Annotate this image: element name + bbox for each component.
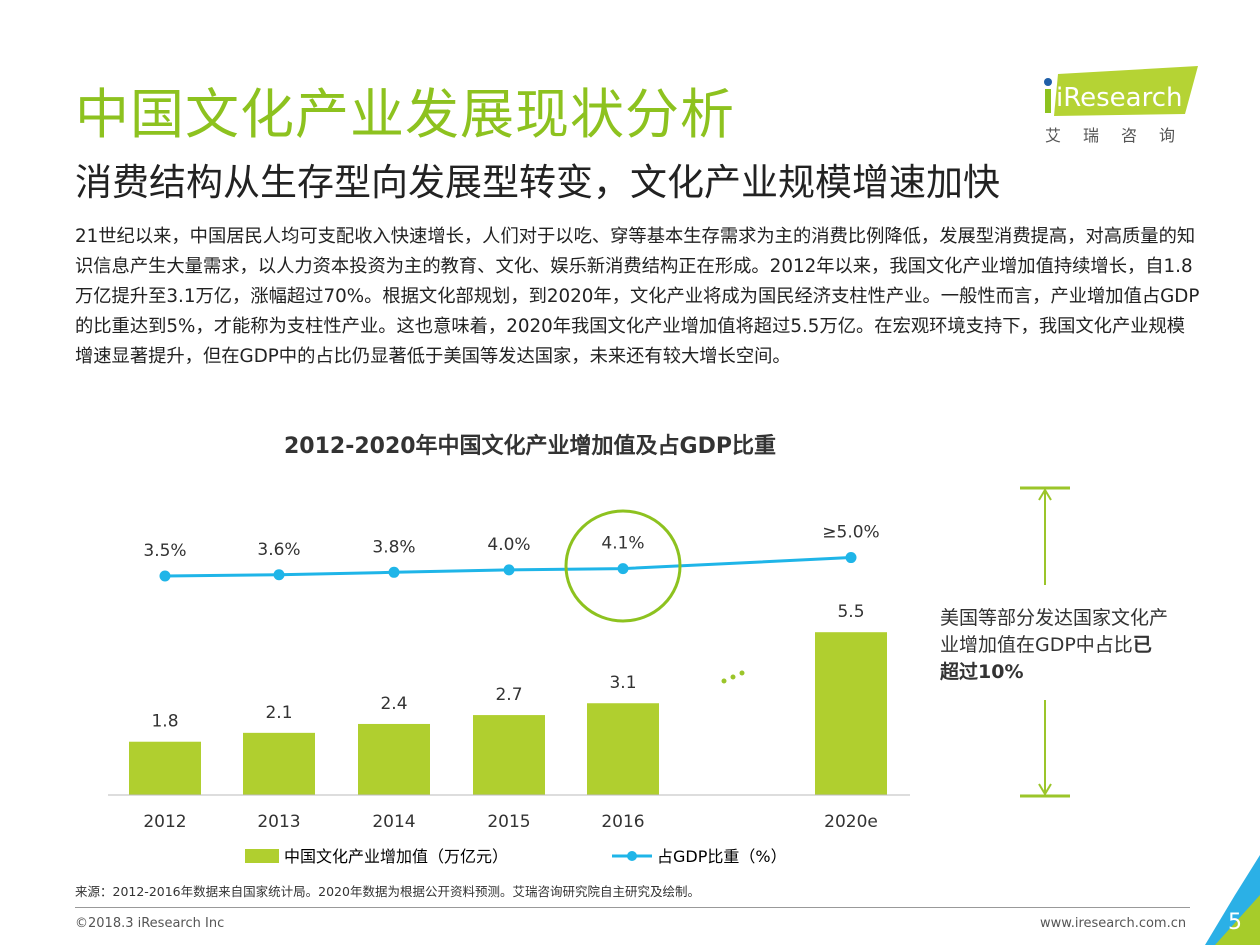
line-point xyxy=(159,570,171,582)
line-point xyxy=(273,569,285,581)
x-tick-label: 2020e xyxy=(824,812,878,832)
footer-divider xyxy=(75,907,1190,908)
bar-label: 1.8 xyxy=(151,712,178,732)
line-label: 4.0% xyxy=(487,535,530,555)
line-label: 3.8% xyxy=(372,537,415,557)
copyright: ©2018.3 iResearch Inc xyxy=(75,916,225,931)
iresearch-logo: iResearch xyxy=(1044,66,1198,116)
highlight-circle xyxy=(564,509,682,623)
legend-bar-swatch xyxy=(245,849,279,863)
bar-2012 xyxy=(129,741,201,795)
line-label: 3.5% xyxy=(143,541,186,561)
bar-label: 2.7 xyxy=(495,685,522,705)
bar-label: 5.5 xyxy=(837,602,864,622)
logo-text: iResearch xyxy=(1056,83,1182,113)
bar-2014 xyxy=(358,723,430,795)
chart-title: 2012-2020年中国文化产业增加值及占GDP比重 xyxy=(283,434,777,459)
corner-decoration xyxy=(1205,855,1260,945)
page-title: 中国文化产业发展现状分析 xyxy=(75,83,735,146)
bar-label: 2.4 xyxy=(380,694,407,714)
line-label: 3.6% xyxy=(257,540,300,560)
source-note: 来源：2012-2016年数据来自国家统计局。2020年数据为根据公开资料预测。… xyxy=(75,884,700,899)
line-point xyxy=(617,563,629,575)
x-tick-label: 2016 xyxy=(601,812,644,832)
x-tick-label: 2014 xyxy=(372,812,415,832)
bar-label: 2.1 xyxy=(265,703,292,723)
legend-line-marker xyxy=(627,851,637,861)
line-point xyxy=(503,564,515,576)
range-arrow xyxy=(1020,486,1070,798)
page-subtitle: 消费结构从生存型向发展型转变，文化产业规模增速加快 xyxy=(75,161,1000,204)
line-label: ≥5.0% xyxy=(822,523,879,543)
bar-2016 xyxy=(587,703,659,795)
ellipsis-dots xyxy=(721,670,745,684)
body-paragraph: 21世纪以来，中国居民人均可支配收入快速增长，人们对于以吃、穿等基本生存需求为主… xyxy=(75,226,1200,367)
annotation-bold: 已超过10% xyxy=(940,634,1152,683)
bar-2015 xyxy=(473,715,545,795)
annotation-note: 美国等部分发达国家文化产业增加值在GDP中占比已超过10% xyxy=(940,605,1170,686)
x-tick-label: 2015 xyxy=(487,812,530,832)
page-number: 5 xyxy=(1228,910,1242,935)
line-point xyxy=(388,566,400,578)
line-label: 4.1% xyxy=(601,534,644,554)
x-tick-label: 2012 xyxy=(143,812,186,832)
gdp-share-line xyxy=(164,556,852,578)
line-point xyxy=(845,552,857,564)
bar-label: 3.1 xyxy=(609,673,636,693)
legend-bar-label: 中国文化产业增加值（万亿元） xyxy=(284,847,508,866)
website-url: www.iresearch.com.cn xyxy=(1040,916,1187,931)
annotation-text: 美国等部分发达国家文化产业增加值在GDP中占比 xyxy=(940,607,1169,656)
legend-line-label: 占GDP比重（%） xyxy=(657,847,787,866)
bar-2013 xyxy=(243,732,315,795)
x-tick-label: 2013 xyxy=(257,812,300,832)
bar-2020e xyxy=(815,632,887,795)
logo-cn: 艾瑞咨询 xyxy=(1045,126,1198,145)
